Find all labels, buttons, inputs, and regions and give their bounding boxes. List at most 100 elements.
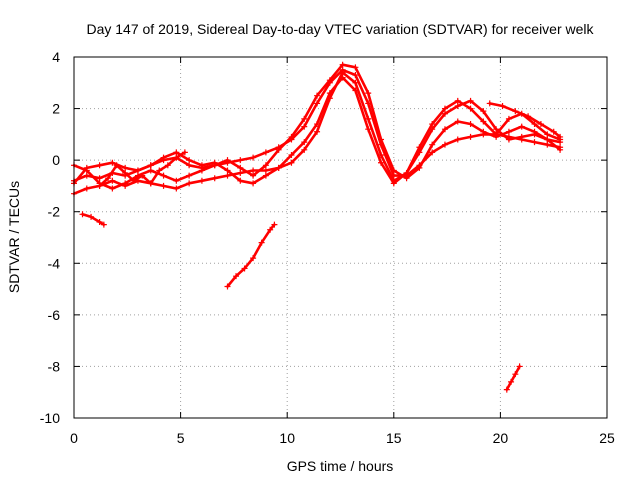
data-point xyxy=(512,371,519,378)
data-point xyxy=(96,175,103,182)
data-point xyxy=(109,159,116,166)
data-point xyxy=(83,172,90,179)
data-point xyxy=(454,102,461,109)
data-point xyxy=(258,239,265,246)
y-tick-label: -2 xyxy=(48,204,61,220)
data-point xyxy=(250,167,257,174)
series-trace xyxy=(505,365,521,391)
data-point xyxy=(429,141,436,148)
data-point xyxy=(160,172,167,179)
data-point xyxy=(211,175,218,182)
data-point xyxy=(493,126,500,133)
data-point xyxy=(186,157,193,164)
data-point xyxy=(518,133,525,140)
data-point xyxy=(262,149,269,156)
data-point xyxy=(505,128,512,135)
series-track-6 xyxy=(96,149,188,189)
data-point xyxy=(301,115,308,122)
data-point xyxy=(352,79,359,86)
data-point xyxy=(486,100,493,107)
data-point xyxy=(288,159,295,166)
data-point xyxy=(83,164,90,171)
data-point xyxy=(314,128,321,135)
data-point xyxy=(365,126,372,133)
x-tick-label: 20 xyxy=(493,430,509,446)
data-point xyxy=(160,154,167,161)
data-point xyxy=(139,172,146,179)
data-point xyxy=(198,162,205,169)
data-point xyxy=(441,110,448,117)
data-point xyxy=(96,219,103,226)
data-point xyxy=(544,136,551,143)
data-point xyxy=(467,97,474,104)
data-point xyxy=(441,141,448,148)
chart-title: Day 147 of 2019, Sidereal Day-to-day VTE… xyxy=(86,21,594,37)
data-point xyxy=(186,172,193,179)
data-point xyxy=(198,177,205,184)
data-point xyxy=(224,172,231,179)
y-tick-label: 4 xyxy=(52,49,60,65)
data-point xyxy=(508,378,515,385)
series-track-7 xyxy=(79,211,107,228)
series-trace xyxy=(81,213,106,226)
y-tick-label: -10 xyxy=(40,410,60,426)
data-point xyxy=(147,167,154,174)
data-point xyxy=(326,90,333,97)
data-point xyxy=(156,167,163,174)
data-point xyxy=(134,167,141,174)
data-point xyxy=(224,167,231,174)
data-point xyxy=(224,157,231,164)
data-point xyxy=(130,177,137,184)
data-point xyxy=(237,164,244,171)
x-axis-label: GPS time / hours xyxy=(287,458,394,474)
data-point xyxy=(301,139,308,146)
data-point xyxy=(403,170,410,177)
data-point xyxy=(339,61,346,68)
data-point xyxy=(503,386,510,393)
data-point xyxy=(233,273,240,280)
data-point xyxy=(352,72,359,79)
data-point xyxy=(186,162,193,169)
data-point xyxy=(288,133,295,140)
plot-frame xyxy=(73,56,608,419)
data-point xyxy=(441,105,448,112)
data-point xyxy=(378,136,385,143)
series-track-2 xyxy=(71,61,564,192)
data-point xyxy=(96,162,103,169)
x-tick-label: 10 xyxy=(279,430,295,446)
x-tick-label: 5 xyxy=(177,430,185,446)
data-point xyxy=(250,172,257,179)
data-point xyxy=(275,164,282,171)
grid-lines xyxy=(74,57,607,418)
y-axis-label: SDTVAR / TECUs xyxy=(6,181,22,293)
data-point xyxy=(237,157,244,164)
data-point xyxy=(416,164,423,171)
data-point xyxy=(499,102,506,109)
x-tick-label: 0 xyxy=(70,430,78,446)
data-point xyxy=(441,126,448,133)
data-point xyxy=(160,182,167,189)
data-point xyxy=(365,90,372,97)
data-point xyxy=(224,283,231,290)
data-point xyxy=(105,175,112,182)
data-point xyxy=(512,108,519,115)
data-point xyxy=(173,154,180,161)
data-point xyxy=(390,180,397,187)
data-point xyxy=(480,118,487,125)
data-point xyxy=(493,131,500,138)
data-point xyxy=(550,128,557,135)
data-point xyxy=(467,133,474,140)
data-point xyxy=(88,213,95,220)
y-tick-label: -6 xyxy=(48,307,61,323)
data-point xyxy=(544,131,551,138)
y-tick-label: -4 xyxy=(48,255,61,271)
data-point xyxy=(271,221,278,228)
data-point xyxy=(100,221,107,228)
data-point xyxy=(147,162,154,169)
data-point xyxy=(314,121,321,128)
data-point xyxy=(352,64,359,71)
data-point xyxy=(113,162,120,169)
y-tick-label: -8 xyxy=(48,358,61,374)
